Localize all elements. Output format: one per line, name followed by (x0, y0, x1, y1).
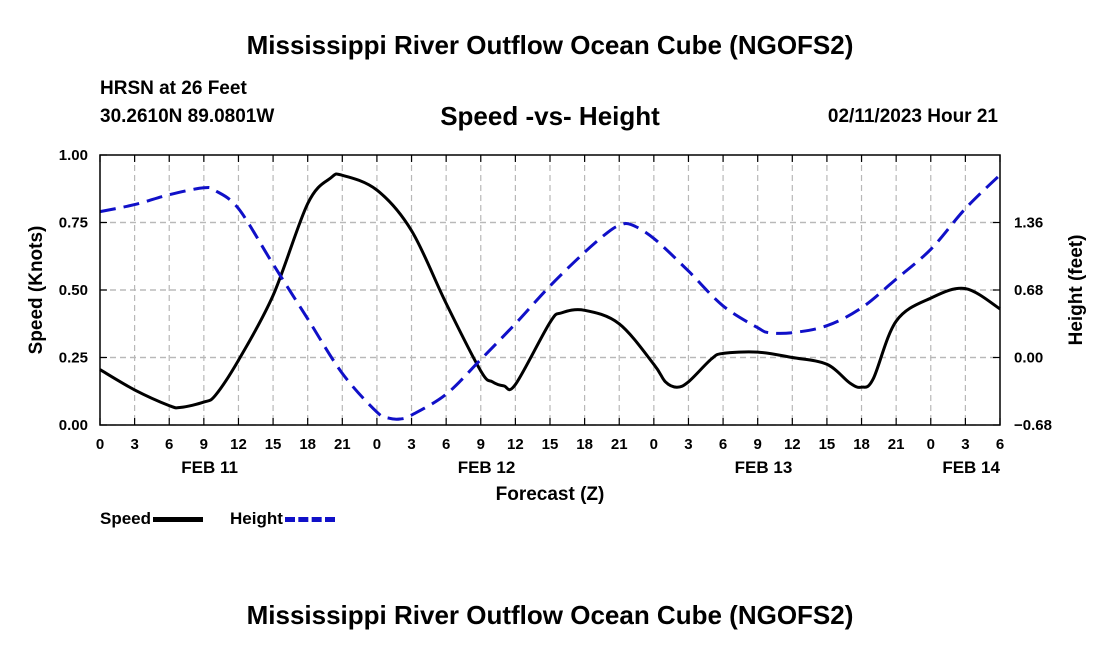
y-tick-label: 0.00 (59, 417, 88, 434)
grid-lines (100, 155, 1000, 426)
x-tick-label: 21 (611, 436, 628, 453)
y2-tick-label: 1.36 (1014, 215, 1043, 232)
date-label: FEB 14 (942, 458, 1000, 477)
legend-height-label: Height (230, 509, 283, 528)
speed-height-chart: 0 3 6 9 12 15 18 21 0 3 6 9 12 15 18 21 0 3 6 9 12 15 18 21 0 3 6 0… (26, 147, 1087, 505)
chart-title: Speed -vs- Height (440, 101, 660, 131)
x-tick-label: 6 (719, 436, 727, 453)
x-tick-label: 9 (477, 436, 485, 453)
x-tick-label: 3 (961, 436, 969, 453)
x-tick-label: 6 (442, 436, 450, 453)
y-axis-label: Speed (Knots) (26, 226, 47, 355)
y2-axis-label: Height (feet) (1066, 235, 1087, 346)
legend-speed: Speed (100, 509, 204, 529)
speed-series-line (99, 172, 1001, 410)
y-tick-label: 0.50 (59, 282, 88, 299)
station-name: HRSN at 26 Feet (100, 78, 247, 99)
x-tick-label: 6 (996, 436, 1004, 453)
x-tick-label: 6 (165, 436, 173, 453)
x-axis-label: Forecast (Z) (496, 484, 605, 505)
legend-height: Height (230, 509, 335, 529)
station-coordinates: 30.2610N 89.0801W (100, 106, 275, 127)
legend-height-swatch (284, 516, 335, 522)
x-tick-label: 9 (200, 436, 208, 453)
x-tick-label: 3 (407, 436, 415, 453)
y-tick-label: 0.75 (59, 215, 88, 232)
x-tick-label: 3 (130, 436, 138, 453)
main-title: Mississippi River Outflow Ocean Cube (NG… (246, 30, 854, 60)
y2-tick-label: 0.00 (1014, 350, 1043, 367)
x-tick-label: 18 (299, 436, 316, 453)
date-label: FEB 11 (181, 458, 238, 477)
height-series-line (99, 173, 1002, 421)
x-tick-label: 15 (542, 436, 559, 453)
y-tick-label: 0.25 (59, 350, 88, 367)
x-tick-label: 3 (684, 436, 692, 453)
x-tick-label: 21 (334, 436, 351, 453)
x-tick-label: 0 (650, 436, 658, 453)
date-label: FEB 12 (458, 458, 516, 477)
forecast-datetime: 02/11/2023 Hour 21 (827, 106, 998, 127)
x-tick-label: 15 (819, 436, 836, 453)
x-tick-label: 18 (576, 436, 593, 453)
x-tick-label: 12 (784, 436, 801, 453)
x-tick-label: 12 (507, 436, 524, 453)
footer-title: Mississippi River Outflow Ocean Cube (NG… (246, 600, 854, 630)
legend-speed-label: Speed (100, 509, 152, 528)
x-tick-label: 18 (853, 436, 870, 453)
legend-speed-swatch (153, 516, 204, 522)
y2-tick-label: 0.68 (1014, 282, 1043, 299)
y-tick-label: 1.00 (59, 147, 88, 164)
x-tick-label: 0 (927, 436, 935, 453)
x-tick-label: 0 (373, 436, 381, 453)
series-lines (99, 172, 1002, 421)
axes: 0 3 6 9 12 15 18 21 0 3 6 9 12 15 18 21 0 3 6 9 12 15 18 21 0 3 6 0… (59, 147, 1052, 477)
x-tick-label: 12 (230, 436, 247, 453)
y2-tick-label: −0.68 (1014, 417, 1052, 434)
x-tick-label: 0 (96, 436, 104, 453)
x-tick-label: 15 (265, 436, 282, 453)
x-tick-label: 9 (754, 436, 762, 453)
x-tick-label: 21 (888, 436, 905, 453)
date-label: FEB 13 (735, 458, 793, 477)
